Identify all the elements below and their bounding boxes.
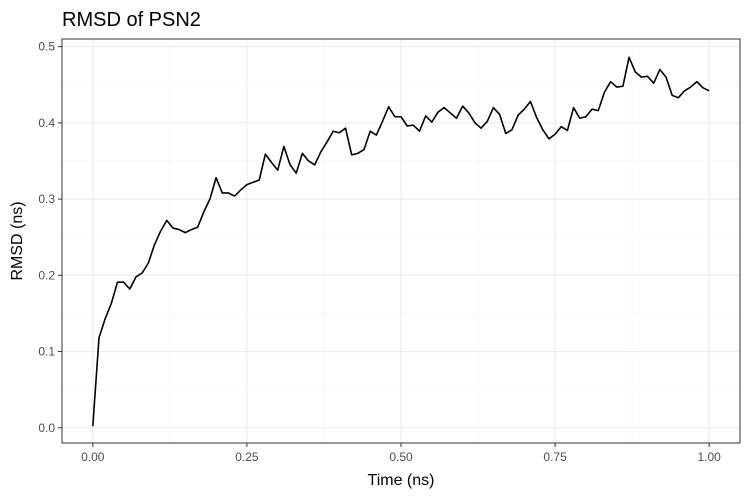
- x-tick-label: 0.00: [81, 450, 105, 464]
- x-axis-title: Time (ns): [368, 472, 435, 489]
- chart-title: RMSD of PSN2: [62, 9, 201, 31]
- y-tick-label: 0.2: [38, 268, 55, 282]
- y-tick-label: 0.5: [38, 40, 55, 54]
- y-tick-label: 0.4: [38, 116, 55, 130]
- x-tick-label: 1.00: [698, 450, 722, 464]
- grid: [62, 39, 740, 443]
- x-tick-label: 0.75: [543, 450, 567, 464]
- y-axis-title: RMSD (ns): [9, 201, 26, 280]
- x-axis: 0.00 0.25 0.50 0.75 1.00: [81, 443, 721, 464]
- y-tick-label: 0.1: [38, 345, 55, 359]
- rmsd-series-line: [92, 56, 710, 427]
- y-axis: 0.0 0.1 0.2 0.3 0.4 0.5: [38, 40, 62, 435]
- x-tick-label: 0.50: [389, 450, 413, 464]
- x-tick-label: 0.25: [235, 450, 259, 464]
- y-tick-label: 0.3: [38, 192, 55, 206]
- series-layer: [92, 56, 710, 427]
- y-tick-label: 0.0: [38, 421, 55, 435]
